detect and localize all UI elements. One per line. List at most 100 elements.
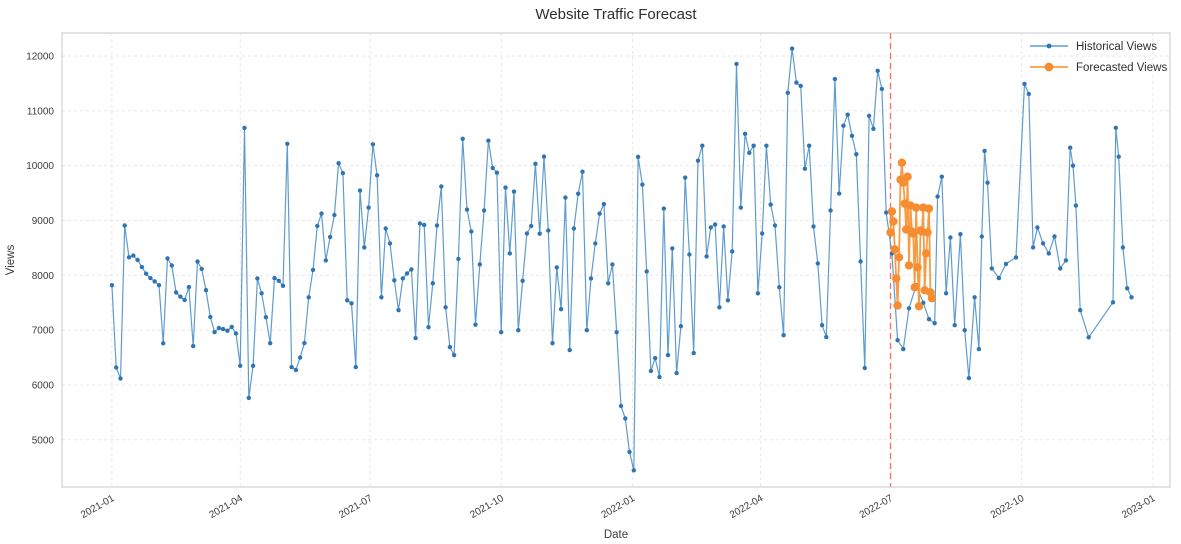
historical-marker (379, 295, 384, 300)
historical-marker (747, 150, 752, 155)
historical-marker (832, 76, 838, 82)
historical-marker (648, 368, 654, 374)
historical-marker (426, 325, 431, 330)
historical-marker (477, 262, 482, 267)
historical-marker (1003, 261, 1009, 267)
historical-marker (640, 182, 645, 187)
forecast-marker (897, 158, 907, 167)
x-tick-label: 2021-04 (207, 493, 245, 521)
historical-marker (503, 185, 508, 190)
historical-marker (1113, 125, 1119, 130)
historical-marker (623, 416, 628, 421)
x-tick-label: 2022-10 (989, 493, 1027, 521)
historical-marker (443, 305, 448, 310)
y-tick-label: 10000 (26, 161, 54, 172)
historical-marker (434, 223, 440, 228)
historical-marker (451, 352, 457, 358)
historical-marker (1058, 266, 1063, 271)
historical-marker (293, 367, 299, 373)
historical-series (109, 46, 1134, 473)
historical-marker (447, 344, 453, 350)
historical-marker (345, 298, 350, 303)
historical-marker (216, 325, 222, 331)
historical-marker (1040, 241, 1046, 246)
historical-marker (546, 228, 551, 233)
historical-marker (156, 283, 162, 288)
historical-marker (879, 86, 885, 92)
historical-marker (875, 68, 880, 74)
historical-marker (276, 278, 281, 283)
historical-marker (824, 334, 829, 340)
historical-marker (866, 113, 872, 119)
historical-marker (186, 284, 192, 290)
historical-marker (327, 234, 333, 240)
historical-marker (798, 83, 803, 89)
historical-marker (901, 346, 906, 352)
historical-marker (802, 166, 808, 171)
historical-marker (336, 161, 341, 166)
historical-marker (173, 290, 179, 295)
forecast-marker (927, 294, 937, 303)
gridlines (62, 33, 1170, 487)
forecast-marker (894, 253, 904, 262)
forecast-marker (924, 204, 934, 213)
historical-marker (989, 266, 994, 271)
legend: Historical Views Forecasted Views (1030, 41, 1167, 74)
historical-marker (370, 142, 376, 147)
historical-marker (250, 363, 256, 368)
historical-marker (593, 241, 598, 246)
historical-marker (490, 165, 495, 171)
historical-marker (516, 328, 521, 333)
historical-marker (126, 255, 132, 260)
legend-historical-swatch-marker (1046, 43, 1052, 49)
historical-marker (683, 175, 688, 180)
legend-historical-label: Historical Views (1076, 41, 1157, 53)
historical-marker (511, 189, 517, 194)
historical-marker (815, 261, 820, 266)
historical-marker (238, 363, 243, 368)
historical-marker (657, 374, 662, 380)
historical-marker (777, 285, 782, 290)
historical-marker (178, 294, 183, 299)
x-axis-tick-labels: 2021-01 2021-04 2021-07 2021-10 2022-01 2022-… (79, 493, 1158, 521)
historical-marker (319, 211, 324, 216)
y-tick-label: 6000 (32, 381, 55, 392)
historical-marker (958, 232, 963, 237)
historical-marker (199, 266, 204, 272)
historical-marker (499, 330, 504, 335)
historical-marker (721, 224, 726, 229)
forecast-series (886, 158, 937, 311)
historical-marker (524, 231, 530, 236)
historical-marker (837, 191, 842, 196)
historical-marker (789, 46, 795, 51)
historical-marker (606, 281, 611, 286)
historical-marker (469, 229, 474, 234)
historical-marker (708, 225, 713, 230)
historical-marker (1125, 286, 1130, 291)
historical-marker (1030, 245, 1036, 250)
forecast-marker (887, 207, 897, 216)
historical-marker (862, 365, 867, 371)
historical-marker (323, 258, 328, 263)
historical-marker (571, 226, 577, 231)
historical-marker (704, 254, 709, 259)
historical-marker (114, 365, 119, 370)
historical-marker (1116, 154, 1121, 159)
x-axis-label: Date (604, 529, 628, 541)
forecast-marker (899, 178, 908, 187)
historical-marker (143, 271, 149, 276)
historical-marker (1070, 163, 1076, 168)
historical-marker (456, 256, 461, 262)
historical-marker (811, 224, 816, 229)
historical-marker (520, 278, 525, 283)
historical-marker (554, 265, 559, 270)
historical-marker (665, 352, 671, 358)
historical-marker (315, 223, 320, 229)
forecast-marker (886, 228, 895, 237)
historical-marker (871, 126, 876, 131)
historical-marker (576, 191, 581, 196)
historical-marker (794, 80, 799, 85)
y-tick-label: 12000 (26, 52, 54, 63)
historical-marker (712, 222, 718, 227)
historical-marker (939, 174, 944, 179)
